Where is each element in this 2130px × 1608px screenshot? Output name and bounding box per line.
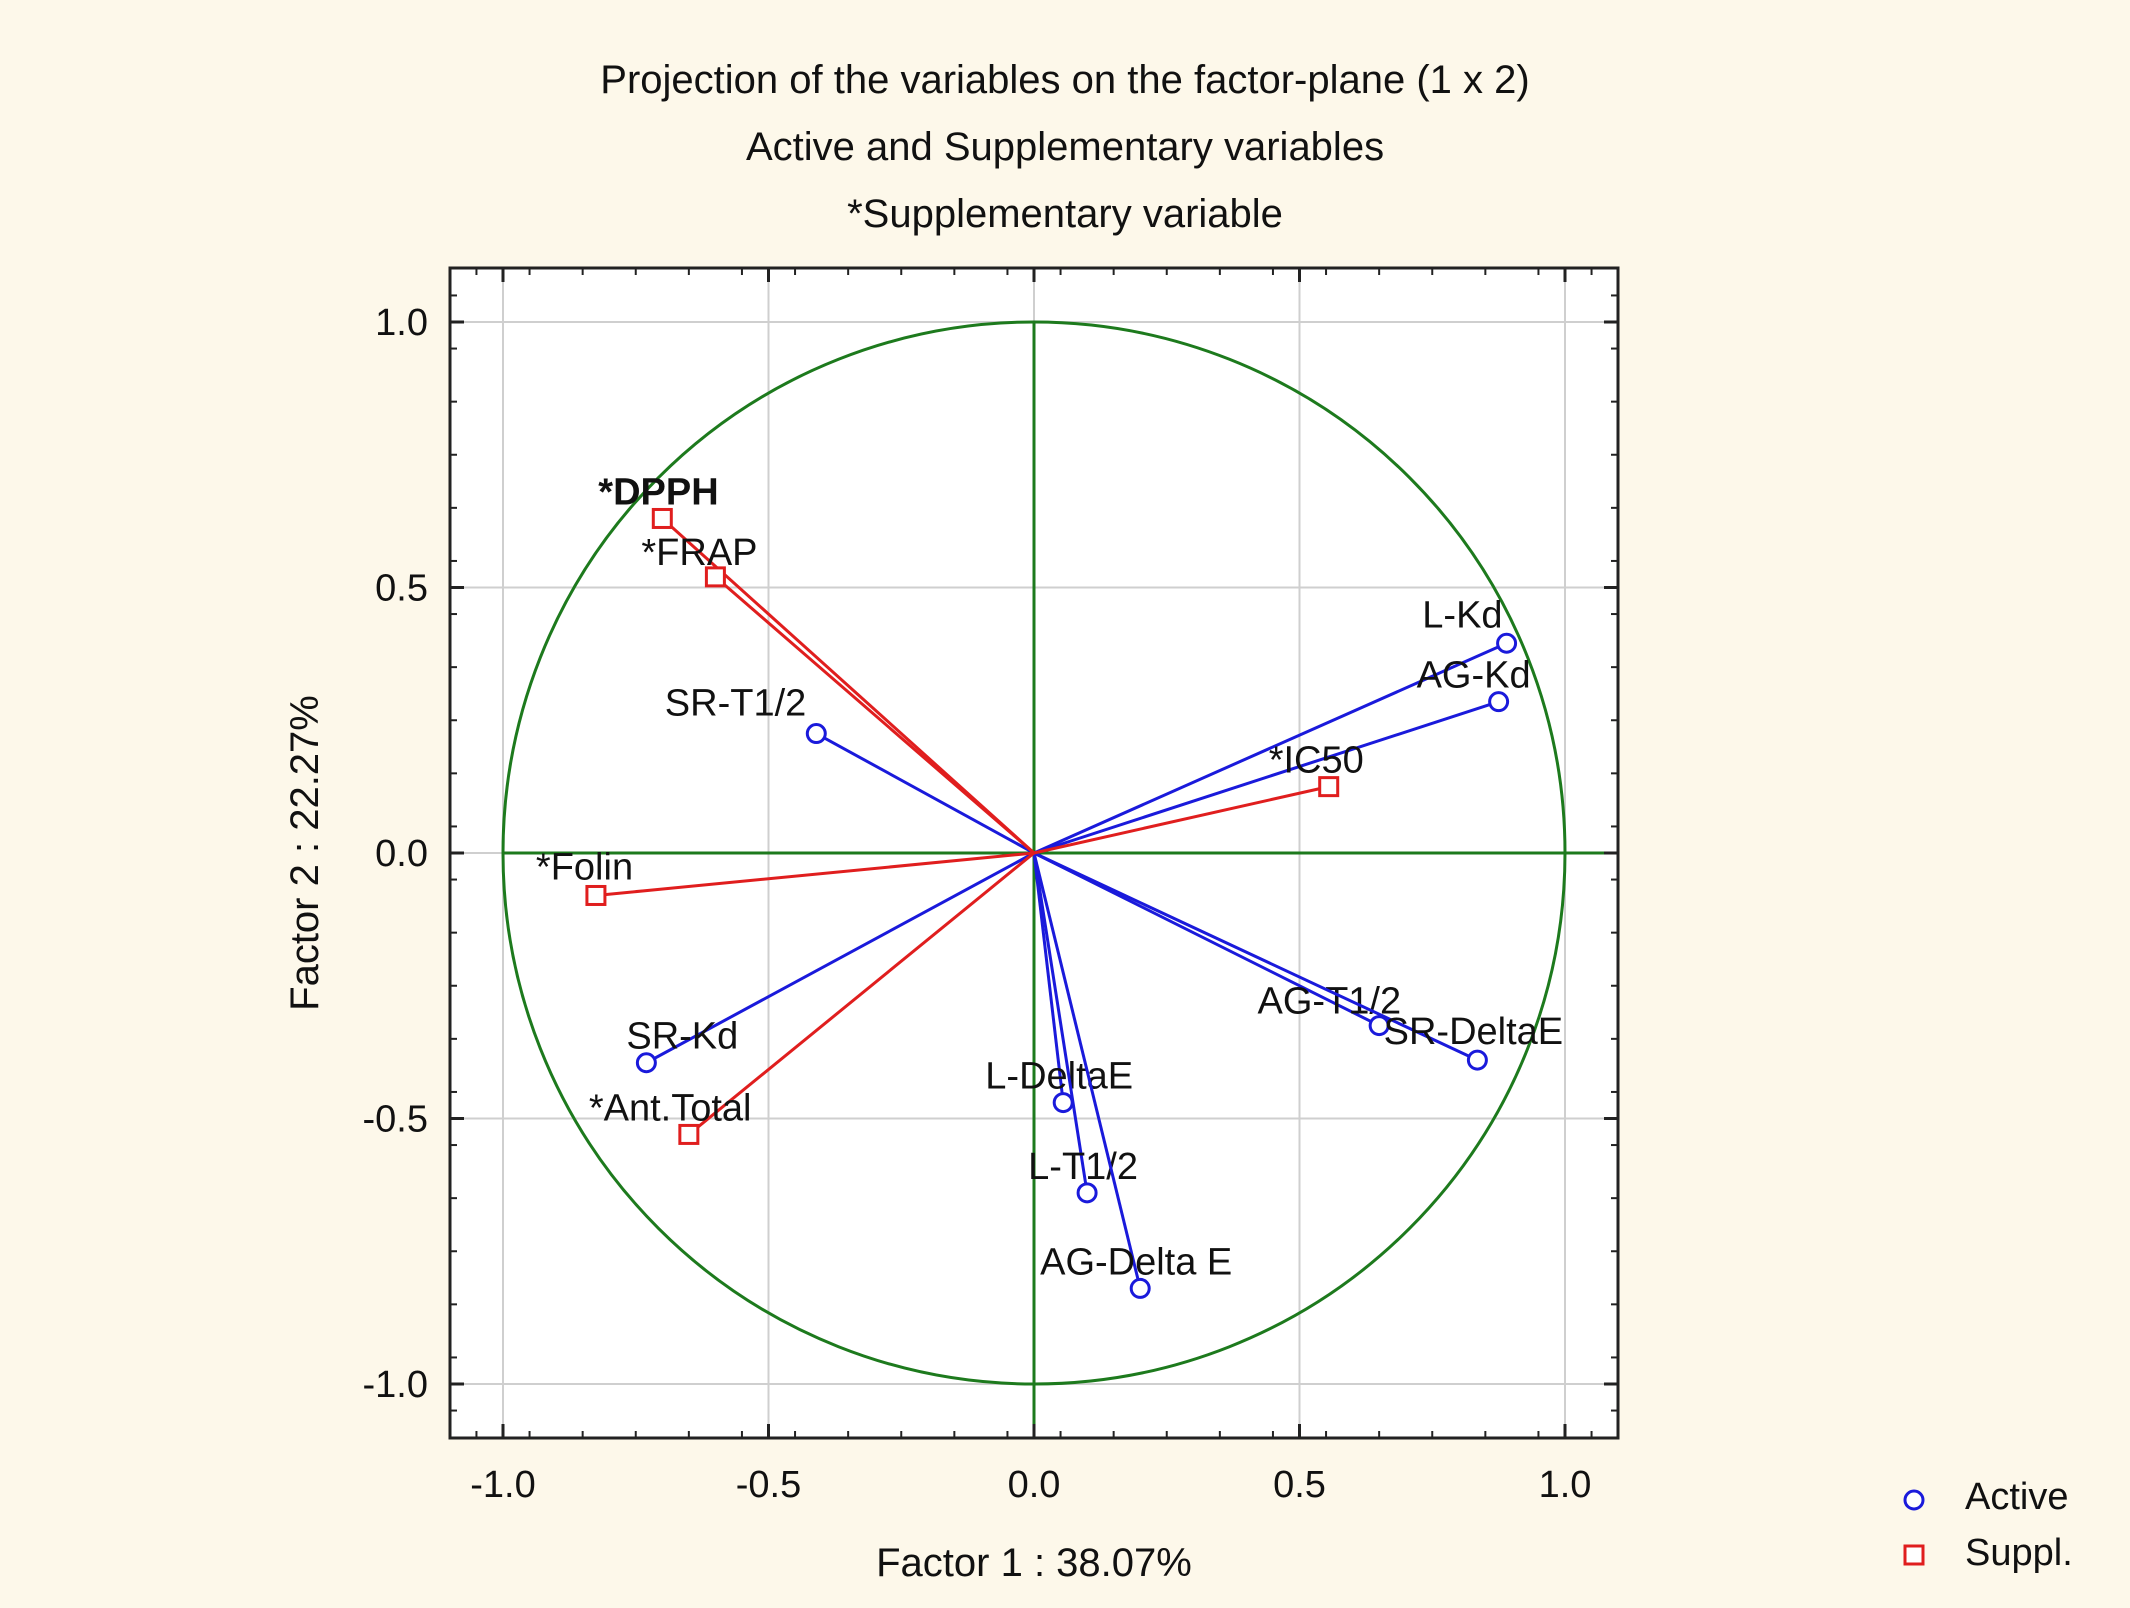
point-label-frap: *FRAP xyxy=(641,532,757,574)
y-tick-label: 0.0 xyxy=(375,833,428,875)
vector-sr-deltae xyxy=(1033,851,1479,1062)
vector-l-t1-2 xyxy=(1032,852,1089,1194)
chart-subtitle: Active and Supplementary variables xyxy=(745,125,1385,169)
point-label-sr-deltae: SR-DeltaE xyxy=(1384,1011,1564,1053)
point-ant-total xyxy=(678,1123,700,1145)
point-label-folin: *Folin xyxy=(536,846,633,888)
vector-ic50 xyxy=(1033,785,1330,855)
point-label-l-kd: L-Kd xyxy=(1422,594,1502,636)
point-label-ic50: *IC50 xyxy=(1269,740,1364,782)
point-label-l-deltae: L-DeltaE xyxy=(985,1056,1133,1098)
vector-folin xyxy=(595,851,1035,897)
x-tick-label: -0.5 xyxy=(736,1464,801,1506)
vector-sr-kd xyxy=(645,851,1035,1065)
vector-ant-total xyxy=(687,851,1035,1136)
vector-frap xyxy=(714,575,1035,855)
x-tick-label: 1.0 xyxy=(1539,1464,1592,1506)
y-tick-label: -0.5 xyxy=(363,1099,428,1141)
point-label-ant-total: *Ant.Total xyxy=(589,1087,752,1129)
point-label-ag-t1-2: AG-T1/2 xyxy=(1258,981,1402,1023)
x-axis-label: Factor 1 : 38.07% xyxy=(876,1541,1192,1585)
point-folin xyxy=(585,884,607,906)
y-tick-label: 0.5 xyxy=(375,568,428,610)
point-sr-kd xyxy=(635,1052,657,1074)
legend-active-marker xyxy=(1903,1489,1925,1511)
legend-active-label: Active xyxy=(1965,1476,2069,1518)
point-label-dpph: *DPPH xyxy=(598,471,718,513)
y-tick-label: -1.0 xyxy=(363,1364,428,1406)
x-tick-label: -1.0 xyxy=(470,1464,535,1506)
vector-ag-t1-2 xyxy=(1033,851,1380,1027)
x-tick-label: 0.0 xyxy=(1008,1464,1061,1506)
point-ag-t1-2 xyxy=(1368,1015,1390,1037)
y-tick-label: 1.0 xyxy=(375,302,428,344)
vector-ag-kd xyxy=(1033,700,1500,855)
y-axis-label: Factor 2 : 22.27% xyxy=(283,695,327,1011)
vector-sr-t1-2 xyxy=(815,732,1035,855)
vector-ag-delta-e xyxy=(1032,852,1142,1289)
vector-l-kd xyxy=(1033,641,1508,855)
point-sr-deltae xyxy=(1466,1049,1488,1071)
legend-suppl-label: Suppl. xyxy=(1965,1532,2073,1574)
point-label-l-t1-2: L-T1/2 xyxy=(1028,1146,1138,1188)
point-ag-delta-e xyxy=(1129,1277,1151,1299)
chart-note: *Supplementary variable xyxy=(847,192,1283,236)
point-dpph xyxy=(651,507,673,529)
point-label-ag-kd: AG-Kd xyxy=(1417,655,1531,697)
point-label-sr-kd: SR-Kd xyxy=(626,1016,738,1058)
point-label-ag-delta-e: AG-Delta E xyxy=(1040,1241,1232,1283)
vector-l-deltae xyxy=(1032,852,1065,1103)
point-label-sr-t1-2: SR-T1/2 xyxy=(665,683,806,725)
point-ic50 xyxy=(1318,776,1340,798)
point-l-t1-2 xyxy=(1076,1182,1098,1204)
point-ag-kd xyxy=(1488,691,1510,713)
point-l-kd xyxy=(1496,632,1518,654)
x-tick-label: 0.5 xyxy=(1273,1464,1326,1506)
chart-title: Projection of the variables on the facto… xyxy=(600,58,1530,102)
point-sr-t1-2 xyxy=(805,723,827,745)
point-frap xyxy=(704,566,726,588)
legend-suppl-marker xyxy=(1903,1544,1925,1566)
